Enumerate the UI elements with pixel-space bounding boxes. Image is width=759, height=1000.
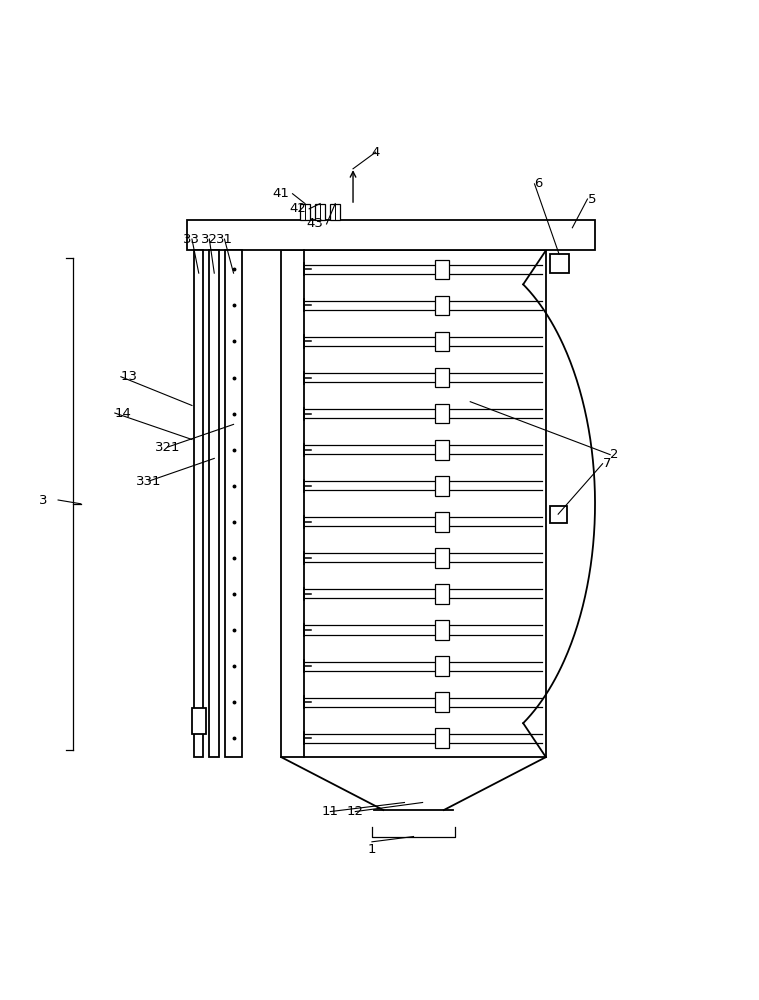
Text: 33: 33 [184, 233, 200, 246]
Bar [281, 250, 546, 757]
Bar [435, 260, 449, 279]
Text: 14: 14 [115, 407, 132, 420]
Bar [435, 512, 449, 532]
Bar [209, 250, 219, 757]
Text: 43: 43 [307, 217, 323, 230]
Bar [435, 692, 449, 712]
Text: 13: 13 [121, 370, 138, 383]
Text: 1: 1 [367, 843, 376, 856]
Bar [435, 476, 449, 496]
Text: 41: 41 [272, 187, 290, 200]
Bar [435, 332, 449, 351]
Bar [187, 220, 595, 250]
Bar [435, 440, 449, 460]
Text: 11: 11 [322, 805, 339, 818]
Text: 5: 5 [587, 193, 596, 206]
Bar [435, 584, 449, 604]
Bar [435, 620, 449, 640]
Bar [550, 254, 568, 273]
Bar [435, 296, 449, 315]
Bar [435, 368, 449, 387]
Bar [300, 204, 310, 220]
Bar [435, 548, 449, 568]
Bar [550, 506, 567, 523]
Bar [194, 250, 203, 757]
Bar [435, 728, 449, 748]
Text: 31: 31 [216, 233, 233, 246]
Bar [330, 204, 340, 220]
Text: 2: 2 [610, 448, 619, 461]
Text: 32: 32 [201, 233, 218, 246]
Bar [435, 656, 449, 676]
Text: 7: 7 [603, 457, 611, 470]
Text: 12: 12 [347, 805, 364, 818]
Text: 321: 321 [155, 441, 181, 454]
Bar [315, 204, 325, 220]
Text: 4: 4 [372, 146, 380, 159]
Text: 3: 3 [39, 493, 47, 506]
Text: 331: 331 [136, 475, 162, 488]
Bar [225, 250, 242, 757]
Bar [435, 404, 449, 423]
Text: 42: 42 [289, 202, 307, 215]
Text: 6: 6 [534, 177, 543, 190]
Bar [192, 708, 206, 734]
